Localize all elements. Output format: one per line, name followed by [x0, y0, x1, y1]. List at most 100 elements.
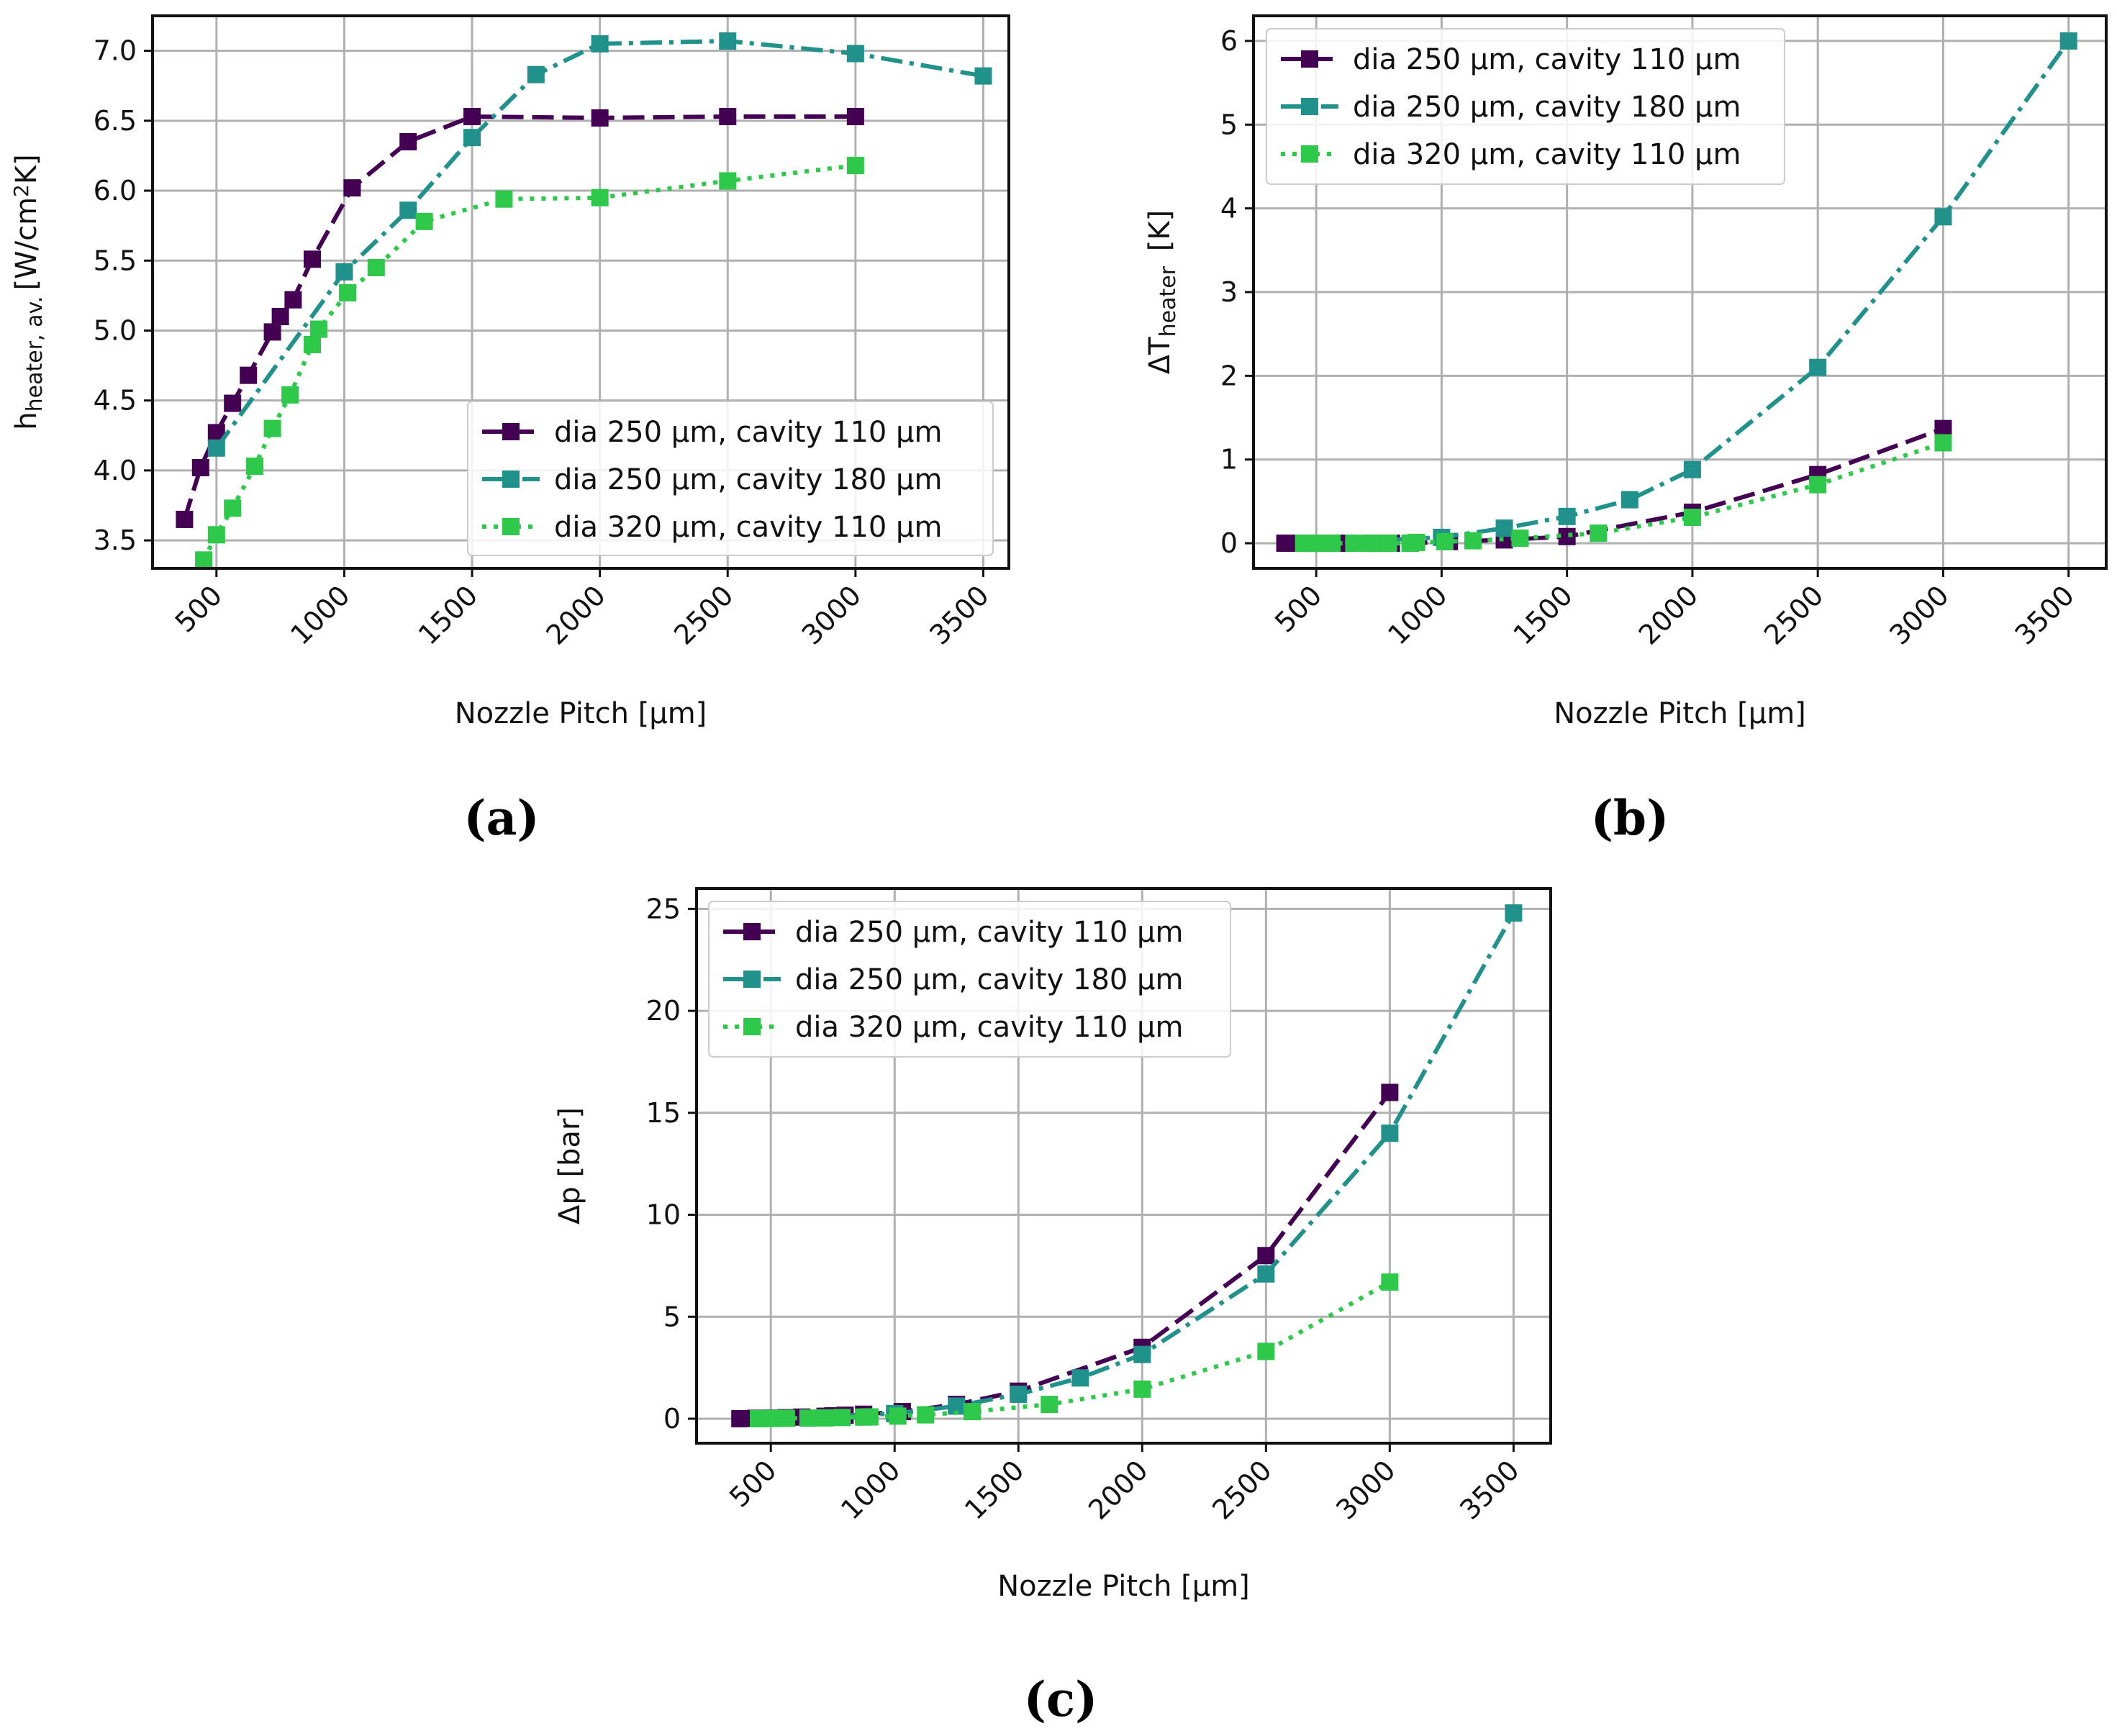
- y-tick-label: 10: [646, 1199, 681, 1231]
- y-axis-label: ΔTheater [K]: [1143, 210, 1181, 374]
- legend-label: dia 250 µm, cavity 180 µm: [795, 963, 1183, 996]
- y-axis-label-part: Δp [bar]: [553, 1107, 586, 1224]
- legend-marker: [1301, 145, 1318, 163]
- data-point: [1379, 535, 1397, 553]
- data-point: [1558, 507, 1576, 525]
- y-tick-label: 15: [646, 1097, 681, 1129]
- data-point: [591, 188, 609, 206]
- chart-panel-3: 500 1000 1500 2000 2500 3000 3500 0 5 10 15 20 25 dia…: [553, 887, 1552, 1727]
- data-point: [1683, 509, 1701, 527]
- data-point: [284, 291, 302, 309]
- x-tick-label: 3500: [2009, 579, 2081, 651]
- legend-label: dia 320 µm, cavity 110 µm: [795, 1011, 1183, 1044]
- data-point: [1381, 1124, 1399, 1142]
- data-point: [191, 459, 209, 477]
- data-point: [1362, 535, 1380, 553]
- data-point: [1133, 1345, 1151, 1363]
- y-axis-label-part: 2: [9, 184, 33, 197]
- data-point: [963, 1403, 981, 1421]
- legend-label: dia 250 µm, cavity 110 µm: [795, 916, 1183, 949]
- y-axis-label: hheater, av. [W/cm2K]: [9, 154, 48, 430]
- data-point: [1257, 1342, 1275, 1360]
- data-point: [762, 1409, 780, 1427]
- plot-frame: [151, 14, 1010, 570]
- data-point: [719, 107, 737, 125]
- y-axis-label: Δp [bar]: [553, 1107, 586, 1224]
- data-point: [1381, 1273, 1399, 1291]
- data-point: [339, 283, 357, 301]
- data-point: [917, 1406, 935, 1424]
- data-point: [281, 386, 299, 404]
- plot-frame: [695, 887, 1552, 1445]
- x-tick-label: 3500: [923, 579, 995, 651]
- legend-label: dia 250 µm, cavity 110 µm: [554, 416, 942, 449]
- data-point: [1133, 1380, 1151, 1398]
- data-point: [240, 366, 258, 384]
- y-tick-label: 20: [646, 995, 681, 1027]
- data-point: [777, 1409, 795, 1427]
- series-line-3: [201, 163, 856, 561]
- data-point: [304, 250, 322, 268]
- y-tick-label: 6.5: [94, 105, 137, 137]
- data-point: [591, 35, 609, 53]
- panel-label: (a): [463, 790, 539, 846]
- data-point: [846, 45, 864, 63]
- y-axis-label-part: K]: [10, 154, 43, 184]
- data-point: [974, 67, 992, 85]
- legend-marker: [502, 518, 520, 535]
- data-point: [224, 499, 242, 517]
- data-point: [495, 190, 513, 208]
- legend-marker: [1301, 98, 1318, 115]
- data-point: [846, 107, 864, 125]
- y-tick-label: 0: [1220, 527, 1238, 559]
- data-point: [1276, 535, 1294, 553]
- x-tick-label: 1500: [958, 1454, 1030, 1526]
- y-tick-label: 1: [1220, 444, 1238, 476]
- data-point: [1323, 535, 1341, 553]
- x-tick-label: 2500: [668, 579, 740, 651]
- x-axis-label: Nozzle Pitch [µm]: [455, 697, 707, 730]
- data-point: [799, 1409, 817, 1427]
- y-tick-label: 2: [1220, 360, 1238, 391]
- x-tick-label: 1000: [835, 1454, 907, 1526]
- data-point: [207, 439, 225, 457]
- y-tick-label: 7.0: [94, 35, 137, 67]
- data-point: [861, 1408, 879, 1426]
- x-axis-label: Nozzle Pitch [µm]: [997, 1570, 1250, 1603]
- y-tick-label: 5: [1220, 109, 1238, 140]
- data-point: [1505, 904, 1523, 922]
- y-axis-label-part: heater, av.: [22, 296, 47, 412]
- y-tick-label: 0: [663, 1403, 681, 1435]
- data-point: [1683, 460, 1701, 478]
- panel-label: (c): [1024, 1671, 1098, 1727]
- data-point: [399, 132, 417, 150]
- data-point: [246, 458, 264, 476]
- y-tick-label: 3: [1220, 276, 1238, 308]
- chart-panel-1: 500 1000 1500 2000 2500 3000 3500 3.5 4.0 4.5 5.0 5…: [9, 14, 1010, 846]
- x-tick-label: 500: [723, 1454, 782, 1513]
- legend-label: dia 250 µm, cavity 180 µm: [1353, 91, 1741, 124]
- data-point: [1620, 491, 1638, 509]
- data-point: [263, 419, 281, 437]
- legend-label: dia 320 µm, cavity 110 µm: [554, 511, 942, 544]
- legend-box: [1266, 28, 1785, 185]
- x-tick-label: 1500: [1508, 579, 1579, 651]
- legend-label: dia 250 µm, cavity 180 µm: [554, 463, 942, 496]
- data-point: [1407, 533, 1425, 551]
- y-tick-label: 3.5: [94, 524, 137, 556]
- data-point: [731, 1409, 749, 1427]
- x-tick-label: 3000: [796, 579, 868, 651]
- data-point: [1590, 524, 1608, 542]
- y-axis-label-part: [W/cm: [10, 197, 43, 291]
- x-tick-label: 3000: [1883, 579, 1955, 651]
- data-point: [399, 201, 417, 219]
- data-point: [1041, 1396, 1058, 1414]
- x-axis-label: Nozzle Pitch [µm]: [1554, 697, 1806, 730]
- data-point: [1511, 530, 1529, 547]
- x-tick-label: 2500: [1758, 579, 1830, 651]
- data-point: [1257, 1247, 1275, 1265]
- panel-label: (b): [1591, 790, 1669, 846]
- data-point: [224, 394, 242, 412]
- legend-marker: [502, 471, 520, 488]
